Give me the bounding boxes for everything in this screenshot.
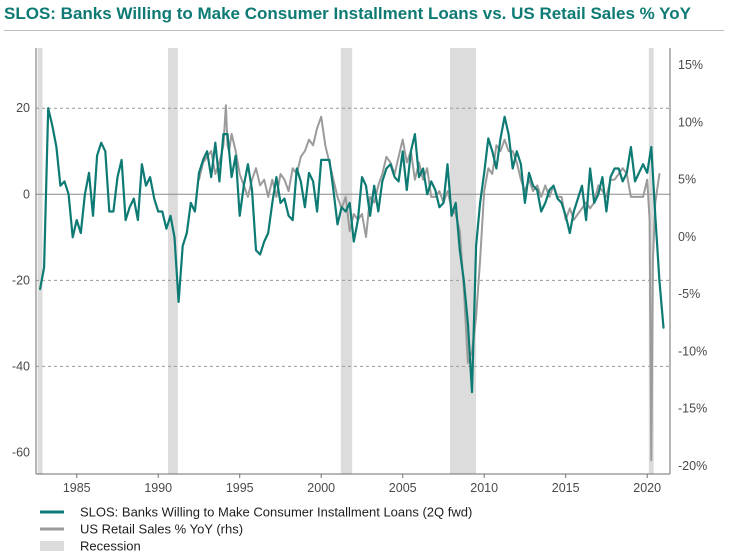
y-right-tick-label-6: -15% [678, 402, 707, 416]
recession-band-2 [340, 48, 353, 474]
legend-slos-label: SLOS: Banks Willing to Make Consumer Ins… [80, 505, 472, 520]
gridlines [36, 107, 670, 367]
series-lines [38, 104, 665, 462]
y-left-tick-label-3: 0 [23, 187, 30, 201]
recession-band-4 [648, 48, 654, 474]
x-tick-label-2020: 2020 [633, 481, 661, 495]
retail-sales-series-line [198, 104, 661, 462]
tick-labels: 1985 1990 1995 2000 2005 2010 2015 2020 -60 -40 -2… [12, 58, 707, 495]
y-left-tick-label-4: 20 [16, 101, 30, 115]
legend: SLOS: Banks Willing to Make Consumer Ins… [40, 505, 472, 554]
axes [35, 48, 671, 478]
legend-retail-label: US Retail Sales % YoY (rhs) [80, 522, 243, 537]
y-right-tick-label-0: 15% [678, 58, 703, 72]
legend-recession-swatch [40, 541, 64, 551]
x-tick-label-1990: 1990 [144, 481, 172, 495]
title-divider [4, 30, 724, 31]
x-tick-label-1985: 1985 [63, 481, 91, 495]
y-left-tick-label-0: -60 [12, 445, 30, 459]
y-left-tick-label-2: -20 [12, 273, 30, 287]
recession-bands [37, 48, 654, 474]
y-right-tick-label-2: 5% [678, 173, 696, 187]
recession-band-3 [449, 48, 477, 474]
x-tick-label-2010: 2010 [470, 481, 498, 495]
y-right-tick-label-7: -20% [678, 459, 707, 473]
x-tick-label-2005: 2005 [389, 481, 417, 495]
x-tick-label-2015: 2015 [552, 481, 580, 495]
recession-band-1 [168, 48, 178, 474]
legend-recession-label: Recession [80, 539, 141, 554]
recession-band-0 [37, 48, 43, 474]
y-left-tick-label-1: -40 [12, 359, 30, 373]
slos-series-line [38, 107, 665, 394]
x-tick-label-2000: 2000 [307, 481, 335, 495]
y-right-tick-label-3: 0% [678, 230, 696, 244]
y-right-tick-label-4: -5% [678, 287, 700, 301]
y-right-tick-label-5: -10% [678, 344, 707, 358]
chart-title: SLOS: Banks Willing to Make Consumer Ins… [4, 4, 691, 23]
y-right-tick-label-1: 10% [678, 115, 703, 129]
x-tick-label-1995: 1995 [226, 481, 254, 495]
